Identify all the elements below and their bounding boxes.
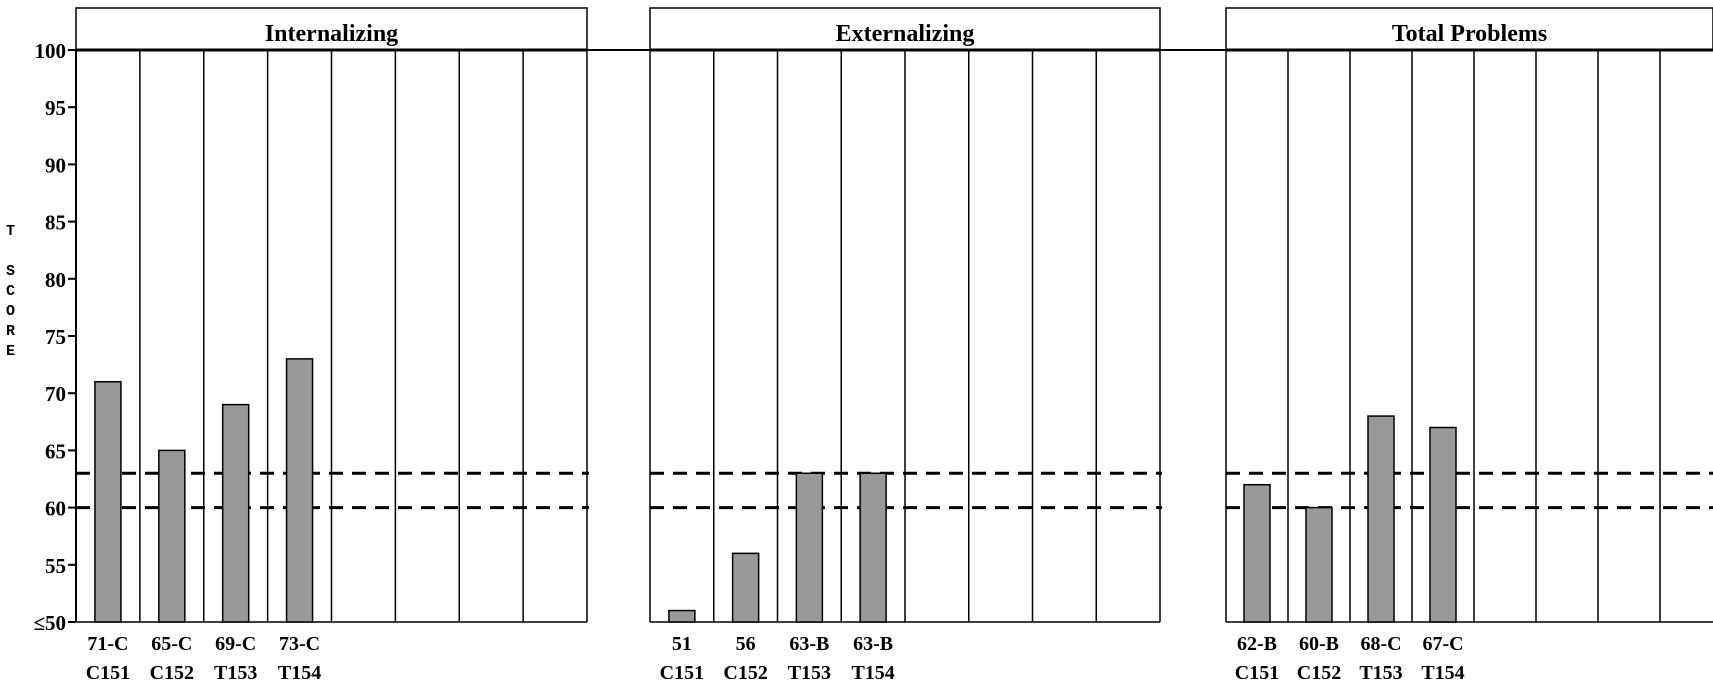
y-tick-label: 85 xyxy=(45,211,66,235)
bar xyxy=(285,358,314,623)
bar xyxy=(94,381,122,623)
bar-value-label: 68-C xyxy=(1360,633,1401,655)
panel-title-box xyxy=(649,7,1161,51)
panel-title-box xyxy=(75,7,588,51)
panel-0: Internalizing 71-C C151 65-C C152 69-C T153 73-… xyxy=(75,7,589,684)
bar-category-label: T154 xyxy=(851,662,894,684)
bar xyxy=(221,403,250,623)
bar-category-label: T153 xyxy=(1359,662,1402,684)
bar-value-label: 73-C xyxy=(279,633,320,655)
bar-category-label: T154 xyxy=(278,662,321,684)
bar xyxy=(1429,426,1457,623)
panel-title: Internalizing xyxy=(265,21,398,47)
bar-category-label: C152 xyxy=(1297,662,1341,684)
bar-category-label: C151 xyxy=(660,662,704,684)
bar-value-label: 60-B xyxy=(1299,633,1339,655)
bar xyxy=(158,449,186,623)
y-tick-label: 95 xyxy=(45,96,66,120)
bar-value-label: 63-B xyxy=(789,633,829,655)
bar-category-label: T154 xyxy=(1421,662,1464,684)
bar xyxy=(1305,506,1333,623)
y-tick-label: 80 xyxy=(45,268,66,292)
bar xyxy=(668,609,696,623)
bar xyxy=(1367,415,1395,623)
bar-value-label: 67-C xyxy=(1422,633,1463,655)
panel-title: Total Problems xyxy=(1392,21,1547,47)
bar-value-label: 63-B xyxy=(853,633,893,655)
bar xyxy=(859,472,887,623)
bar-value-label: 51 xyxy=(672,633,692,655)
bar-category-label: C151 xyxy=(1235,662,1279,684)
bar-category-label: C152 xyxy=(723,662,767,684)
bar-value-label: 69-C xyxy=(215,633,256,655)
bar-category-label: C151 xyxy=(86,662,130,684)
panel-title: Externalizing xyxy=(836,21,975,47)
bar xyxy=(795,472,824,623)
bar-value-label: 71-C xyxy=(87,633,128,655)
y-tick-label: 100 xyxy=(35,39,67,63)
bar xyxy=(731,552,760,623)
bar-value-label: 62-B xyxy=(1237,633,1277,655)
y-tick-label: 65 xyxy=(45,439,66,463)
bar-value-label: 65-C xyxy=(151,633,192,655)
y-tick-label: 90 xyxy=(45,153,66,177)
bar-category-label: C152 xyxy=(150,662,194,684)
y-tick-label: 55 xyxy=(45,554,66,578)
bar-value-label: 56 xyxy=(736,633,756,655)
bar-category-label: T153 xyxy=(788,662,831,684)
bar xyxy=(1243,483,1271,623)
y-tick-label: 75 xyxy=(45,325,66,349)
y-tick-label: ≤50 xyxy=(33,611,66,635)
y-tick-label: 60 xyxy=(45,497,66,521)
panel-title-box xyxy=(1225,7,1713,51)
panel-1: Externalizing 51 C151 56 C152 63-B T153 63-B T15… xyxy=(649,7,1162,684)
panel-2: Total Problems 62-B C151 60-B C152 68-C T153 67… xyxy=(1225,7,1713,684)
y-tick-label: 70 xyxy=(45,382,66,406)
bar-category-label: T153 xyxy=(214,662,257,684)
